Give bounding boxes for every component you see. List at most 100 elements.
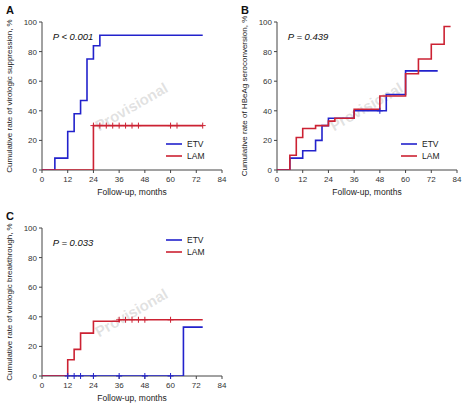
censor-mark: [129, 123, 135, 129]
censor-mark: [174, 123, 180, 129]
censor-mark: [168, 373, 174, 379]
x-tick: [222, 170, 223, 173]
step-line: [42, 320, 203, 376]
censor-mark: [168, 123, 174, 129]
x-tick-label: 36: [115, 381, 124, 390]
censor-mark: [377, 108, 383, 114]
censor-mark: [78, 373, 84, 379]
x-axis-label: Follow-up, months: [332, 187, 401, 197]
censor-mark: [168, 317, 174, 323]
censor-mark: [129, 317, 135, 323]
y-tick: [39, 257, 42, 258]
y-tick-label: 60: [263, 77, 272, 86]
x-tick-label: 84: [453, 175, 462, 184]
x-tick-label: 24: [89, 175, 98, 184]
y-tick: [39, 51, 42, 52]
legend-swatch: [401, 155, 417, 157]
censor-mark: [135, 123, 141, 129]
step-line: [277, 26, 451, 170]
censor-mark: [97, 123, 103, 129]
x-tick-label: 24: [89, 381, 98, 390]
y-tick: [39, 228, 42, 229]
y-tick-label: 20: [28, 342, 37, 351]
legend-label: ETV: [422, 139, 439, 149]
x-axis-label: Follow-up, months: [97, 187, 166, 197]
watermark: Provisional: [327, 79, 406, 134]
censor-marks: [90, 123, 205, 129]
legend: ETV LAM: [166, 235, 204, 257]
x-tick-label: 60: [401, 175, 410, 184]
legend-label: ETV: [187, 139, 204, 149]
censor-mark: [142, 373, 148, 379]
x-tick: [196, 376, 197, 379]
legend-label: ETV: [187, 235, 204, 245]
y-tick: [39, 22, 42, 23]
y-axis-label: Cumulative rate of virologic suppression…: [5, 19, 14, 172]
plot-area: [277, 26, 451, 170]
x-tick-label: 60: [166, 175, 175, 184]
panel-title: A: [6, 4, 14, 16]
step-line: [42, 35, 203, 170]
censor-mark: [65, 373, 71, 379]
x-tick: [222, 376, 223, 379]
x-tick: [302, 170, 303, 173]
x-axis-label: Follow-up, months: [97, 393, 166, 403]
y-tick: [274, 51, 277, 52]
x-tick: [431, 170, 432, 173]
censor-mark: [200, 123, 206, 129]
y-tick: [39, 110, 42, 111]
background: [0, 0, 474, 416]
censor-marks: [65, 317, 174, 379]
x-tick-label: 84: [218, 175, 227, 184]
x-tick-label: 72: [192, 175, 201, 184]
watermark: Provisional: [92, 285, 171, 340]
x-tick-label: 60: [166, 381, 175, 390]
panel: 012243648607284020406080100Follow-up, mo…: [5, 210, 227, 403]
x-tick: [67, 170, 68, 173]
legend-swatch: [166, 239, 182, 241]
x-tick-label: 84: [218, 381, 227, 390]
step-line: [42, 126, 203, 170]
p-value: P = 0.033: [53, 237, 94, 248]
censor-mark: [142, 317, 148, 323]
x-tick-label: 36: [350, 175, 359, 184]
y-tick-label: 80: [263, 48, 272, 57]
x-tick-label: 12: [298, 175, 307, 184]
y-tick: [274, 110, 277, 111]
plot-area: [42, 320, 203, 376]
x-tick: [196, 170, 197, 173]
censor-mark: [135, 317, 141, 323]
plot-area: [42, 35, 203, 170]
panel: 012243648607284020406080100Follow-up, mo…: [240, 4, 462, 197]
censor-marks: [377, 108, 383, 114]
y-tick: [39, 316, 42, 317]
censor-mark: [116, 123, 122, 129]
x-axis-line: [277, 170, 457, 171]
censor-mark: [116, 373, 122, 379]
y-tick: [39, 376, 42, 377]
y-tick: [39, 170, 42, 171]
x-tick: [379, 170, 380, 173]
x-tick-label: 0: [40, 175, 45, 184]
x-tick: [354, 170, 355, 173]
y-tick: [274, 140, 277, 141]
censor-mark: [116, 317, 122, 323]
legend-label: LAM: [187, 247, 204, 257]
x-tick-label: 72: [427, 175, 436, 184]
y-axis-line: [42, 22, 43, 170]
y-axis-line: [277, 22, 278, 170]
x-tick: [170, 170, 171, 173]
p-value: P = 0.439: [288, 31, 329, 42]
x-tick-label: 0: [40, 381, 45, 390]
x-tick-label: 12: [63, 175, 72, 184]
y-tick-label: 80: [28, 48, 37, 57]
y-tick: [274, 22, 277, 23]
x-tick-label: 48: [375, 175, 384, 184]
x-tick-label: 12: [63, 381, 72, 390]
y-tick: [39, 81, 42, 82]
y-axis-label: Cumulative rate of virologic breakthroug…: [5, 223, 14, 380]
y-tick: [39, 287, 42, 288]
y-axis-label: Cumulative rate of HBeAg seroconversion,…: [240, 16, 249, 177]
panel-title: C: [6, 210, 14, 222]
step-line: [277, 71, 438, 170]
